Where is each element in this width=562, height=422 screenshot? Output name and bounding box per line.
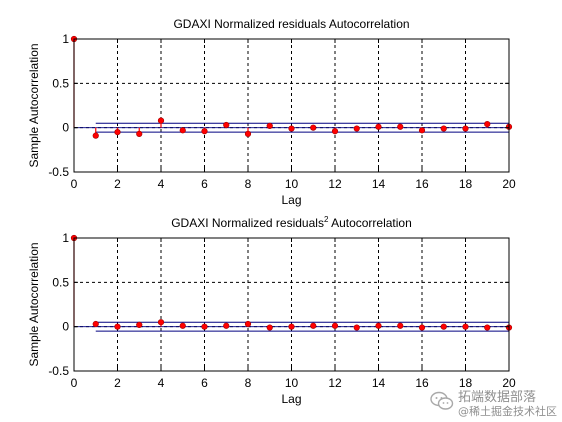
wechat-icon [430, 391, 454, 410]
acf-marker [462, 125, 469, 132]
x-tick-label: 2 [114, 177, 121, 191]
x-tick-label: 20 [502, 376, 516, 390]
x-tick-label: 10 [285, 177, 299, 191]
acf-marker [201, 128, 208, 135]
acf-marker [92, 132, 99, 139]
acf-marker [244, 320, 252, 328]
y-tick-label: 0 [62, 121, 69, 135]
acf-marker [266, 122, 273, 129]
watermark: 拓端数据部落 @稀土掘金技术社区 [428, 384, 562, 420]
x-tick-label: 18 [459, 376, 473, 390]
acf-series [70, 234, 513, 331]
x-axis-label: Lag [281, 392, 301, 406]
acf-marker [136, 130, 143, 137]
x-tick-label: 4 [158, 177, 165, 191]
acf-marker [418, 127, 426, 134]
acf-marker [331, 322, 339, 329]
acf-marker [375, 322, 382, 329]
acf-marker [484, 121, 491, 128]
y-tick-label: -0.5 [48, 364, 69, 378]
x-tick-label: 12 [328, 177, 342, 191]
x-tick-label: 0 [71, 376, 78, 390]
chart-title-superscript: 2 [324, 215, 329, 224]
chart-title-tail: Autocorrelation [328, 216, 411, 230]
y-tick-label: 0.5 [52, 76, 69, 90]
acf-marker [288, 125, 295, 132]
chart-title: GDAXI Normalized residuals2 Autocorrelat… [171, 215, 412, 230]
x-tick-label: 8 [245, 177, 252, 191]
acf-marker [266, 324, 273, 331]
acf-marker [484, 324, 491, 331]
x-tick-label: 16 [415, 376, 429, 390]
acf-marker [353, 125, 360, 132]
acf-marker [179, 127, 186, 134]
acf-marker [157, 319, 165, 326]
acf-marker [462, 323, 469, 330]
acf-marker [310, 322, 317, 329]
y-tick-label: 1 [62, 32, 69, 46]
acf-marker [201, 323, 208, 330]
acf-marker [397, 123, 404, 130]
y-tick-label: 0 [62, 320, 69, 334]
y-tick-label: 0.5 [52, 275, 69, 289]
y-tick-label: 1 [62, 231, 69, 245]
x-tick-label: 2 [114, 376, 121, 390]
x-tick-label: 14 [372, 177, 386, 191]
acf-marker [440, 125, 447, 132]
acf-marker [92, 320, 99, 328]
x-axis-label: Lag [281, 193, 301, 207]
acf-marker [157, 117, 165, 124]
x-tick-label: 6 [201, 177, 208, 191]
acf-marker [331, 128, 339, 135]
x-tick-label: 0 [71, 177, 78, 191]
acf-marker [244, 130, 252, 137]
x-tick-label: 10 [285, 376, 299, 390]
acf-marker [223, 322, 230, 329]
acf-marker [418, 324, 426, 331]
y-tick-label: -0.5 [48, 165, 69, 179]
watermark-line1: 拓端数据部落 [458, 390, 537, 405]
acf-marker [223, 121, 230, 129]
x-tick-label: 4 [158, 376, 165, 390]
x-tick-label: 18 [459, 177, 473, 191]
x-tick-label: 20 [502, 177, 516, 191]
chart-title: GDAXI Normalized residuals Autocorrelati… [173, 17, 409, 31]
acf-marker [353, 324, 360, 331]
x-tick-label: 14 [372, 376, 386, 390]
acf-marker [114, 129, 121, 136]
x-tick-label: 8 [245, 376, 252, 390]
acf-marker [375, 123, 382, 130]
x-tick-label: 16 [415, 177, 429, 191]
x-tick-label: 12 [328, 376, 342, 390]
watermark-line2: @稀土掘金技术社区 [458, 405, 557, 418]
acf-marker [397, 322, 404, 329]
acf-marker [440, 323, 447, 330]
chart-title-main: GDAXI Normalized residuals [171, 216, 324, 230]
acf-marker [114, 323, 121, 330]
acf-marker [310, 124, 317, 131]
chart-title-main: GDAXI Normalized residuals Autocorrelati… [173, 17, 409, 31]
acf-marker [288, 323, 295, 330]
x-tick-label: 6 [201, 376, 208, 390]
y-axis-label: Sample Autocorrelation [27, 242, 41, 366]
y-axis-label: Sample Autocorrelation [27, 43, 41, 167]
acf-marker [179, 322, 186, 329]
acf-marker [136, 321, 143, 328]
